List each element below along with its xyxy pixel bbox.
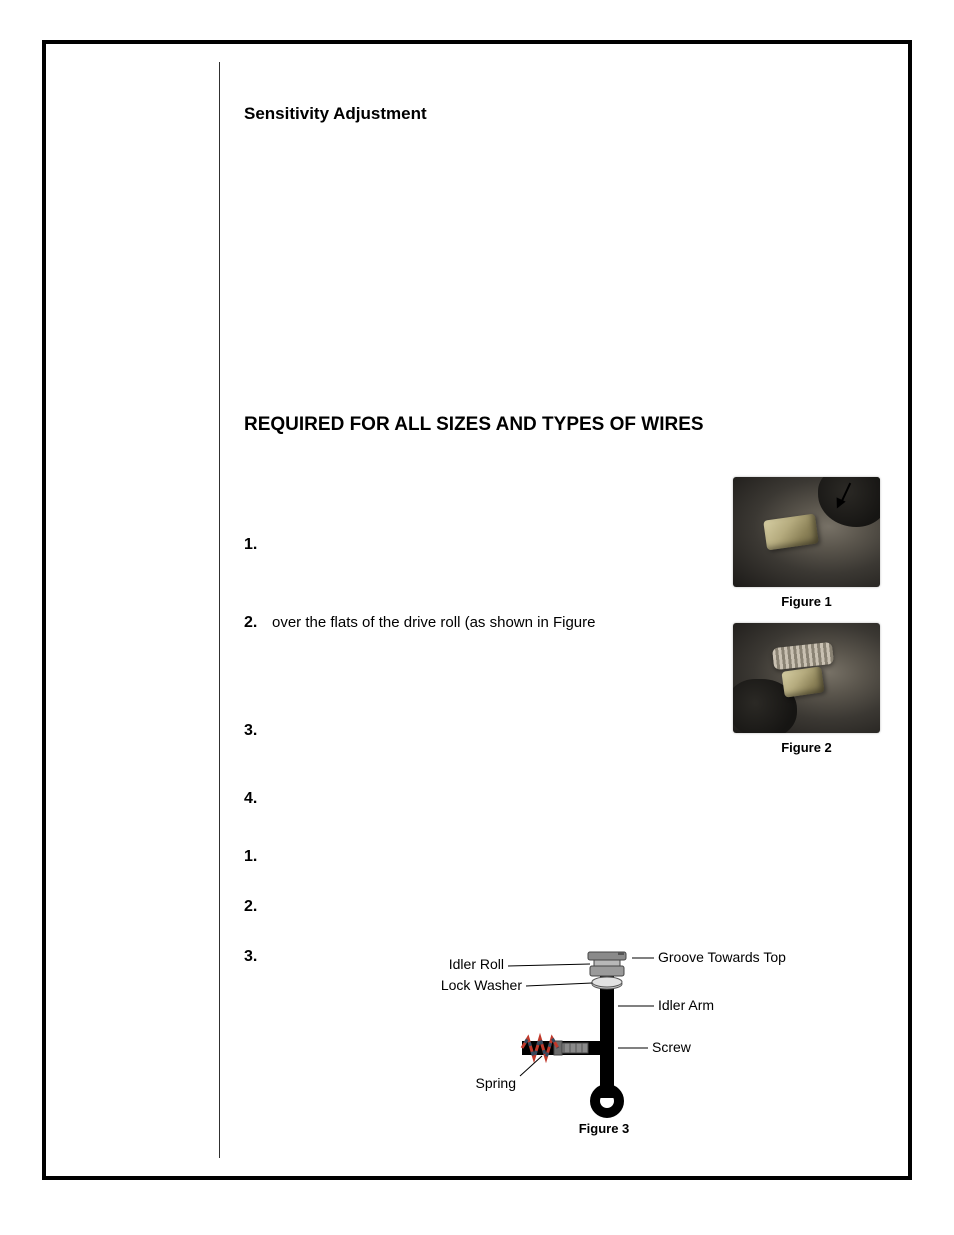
list-item-number: 1. xyxy=(244,536,272,554)
list-item: 2. over the flats of the drive roll (as … xyxy=(244,594,629,632)
vertical-divider xyxy=(219,62,220,1158)
diagram-label-screw: Screw xyxy=(652,1039,692,1055)
arrow-icon xyxy=(828,481,848,511)
list-item-text: over the flats of the drive roll (as sho… xyxy=(272,594,595,631)
figure-3-diagram: Idler Roll Lock Washer Spring Groove Tow… xyxy=(404,946,804,1136)
page-border: Sensitivity Adjustment REQUIRED FOR ALL … xyxy=(42,40,912,1180)
list-item-number: 3. xyxy=(244,948,272,966)
main-column: Sensitivity Adjustment REQUIRED FOR ALL … xyxy=(244,62,890,1158)
list-a: 1. 2. over the flats of the drive roll (… xyxy=(244,536,629,808)
list-item-number: 1. xyxy=(244,848,272,866)
list-item: 2. xyxy=(244,898,890,916)
left-column xyxy=(64,62,219,1158)
diagram-label-idler-arm: Idler Arm xyxy=(658,997,714,1013)
heading-required: REQUIRED FOR ALL SIZES AND TYPES OF WIRE… xyxy=(244,414,890,436)
diagram-label-groove: Groove Towards Top xyxy=(658,949,786,965)
figure-stack: Figure 1 Figure 2 xyxy=(733,477,880,769)
list-item: 4. xyxy=(244,790,629,808)
diagram-label-lock-washer: Lock Washer xyxy=(441,977,523,993)
list-item-number: 2. xyxy=(244,614,272,632)
figure-3-caption: Figure 3 xyxy=(404,1121,804,1136)
figure-2-photo xyxy=(733,623,880,733)
figure-1-photo xyxy=(733,477,880,587)
list-item: 3. xyxy=(244,722,629,740)
lock-washer-shape xyxy=(592,977,622,989)
list-item: 1. xyxy=(244,848,890,866)
diagram-label-idler-roll: Idler Roll xyxy=(449,956,504,972)
list-item-number: 3. xyxy=(244,722,272,740)
idler-roll-shape xyxy=(588,952,626,976)
list-item: 1. xyxy=(244,536,629,554)
idler-arm-shape xyxy=(522,968,619,1113)
figure-2-caption: Figure 2 xyxy=(733,740,880,755)
content-area: Sensitivity Adjustment REQUIRED FOR ALL … xyxy=(64,62,890,1158)
figure-1-caption: Figure 1 xyxy=(733,594,880,609)
list-item-number: 2. xyxy=(244,898,272,916)
heading-sensitivity: Sensitivity Adjustment xyxy=(244,104,890,124)
list-item-number: 4. xyxy=(244,790,272,808)
screw-shape xyxy=(554,1041,588,1055)
page: Sensitivity Adjustment REQUIRED FOR ALL … xyxy=(0,0,954,1235)
diagram-label-spring: Spring xyxy=(476,1075,516,1091)
